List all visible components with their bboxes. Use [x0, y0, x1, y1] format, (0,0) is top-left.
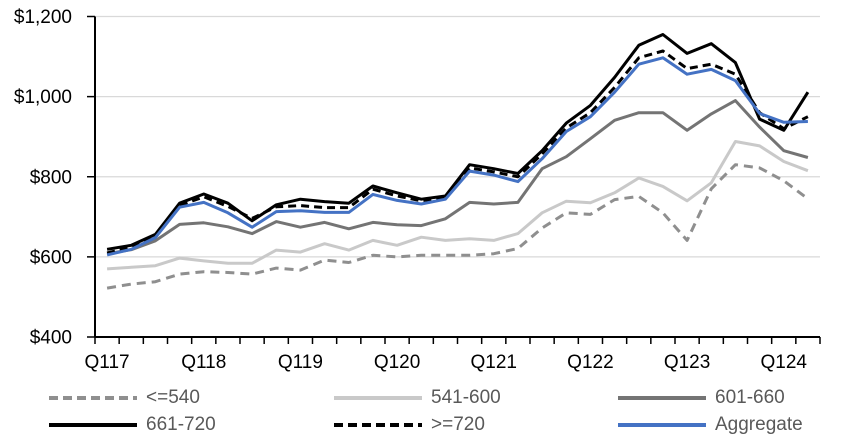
series-line-601-660	[106, 99, 809, 256]
line-chart-plot: $400 $600 $800 $1,000 $1,200 Q117 Q118 Q119 Q120…	[14, 7, 821, 373]
legend-item-ge720: >=720	[333, 415, 485, 435]
y-tick-label: $1,200	[14, 7, 72, 28]
x-tick-label: Q118	[181, 352, 226, 373]
legend-label-541-600: 541-600	[431, 387, 501, 408]
x-tick-label: Q123	[664, 352, 710, 373]
legend-label-661-720: 661-720	[146, 414, 216, 435]
y-tick-label: $400	[30, 328, 72, 349]
legend-item-541-600: 541-600	[333, 388, 501, 408]
legend-swatch-ge720-line	[334, 423, 422, 427]
x-tick-label: Q119	[278, 352, 323, 373]
legend-label-le540: <=540	[146, 387, 200, 408]
x-tick-label: Q117	[85, 352, 130, 373]
legend-item-661-720: 661-720	[48, 415, 216, 435]
legend-swatch-541-600-line	[334, 396, 422, 400]
y-tick-label: $1,000	[14, 87, 72, 108]
series-line-aggregate	[106, 56, 808, 257]
series-line--720	[106, 49, 809, 255]
legend-swatch-601-660-line	[618, 396, 706, 400]
x-tick-label: Q122	[567, 352, 613, 373]
x-tick-label: Q124	[761, 352, 808, 373]
legend-label-aggregate: Aggregate	[715, 414, 803, 435]
legend-item-601-660: 601-660	[617, 388, 785, 408]
legend-label-ge720: >=720	[431, 414, 485, 435]
series-line-541-600	[107, 140, 809, 271]
legend-label-601-660: 601-660	[715, 387, 785, 408]
legend-swatch-le540-line	[49, 396, 137, 400]
legend-item-aggregate: Aggregate	[617, 415, 803, 435]
series-line-661-720	[106, 33, 810, 251]
legend-swatch-661-720-line	[49, 423, 137, 427]
legend-swatch-aggregate-line	[618, 423, 706, 427]
y-tick-label: $600	[30, 247, 72, 268]
x-tick-label: Q120	[374, 352, 420, 373]
x-tick-label: Q121	[471, 352, 517, 373]
y-tick-label: $800	[30, 167, 72, 188]
legend-item-le540: <=540	[48, 388, 200, 408]
